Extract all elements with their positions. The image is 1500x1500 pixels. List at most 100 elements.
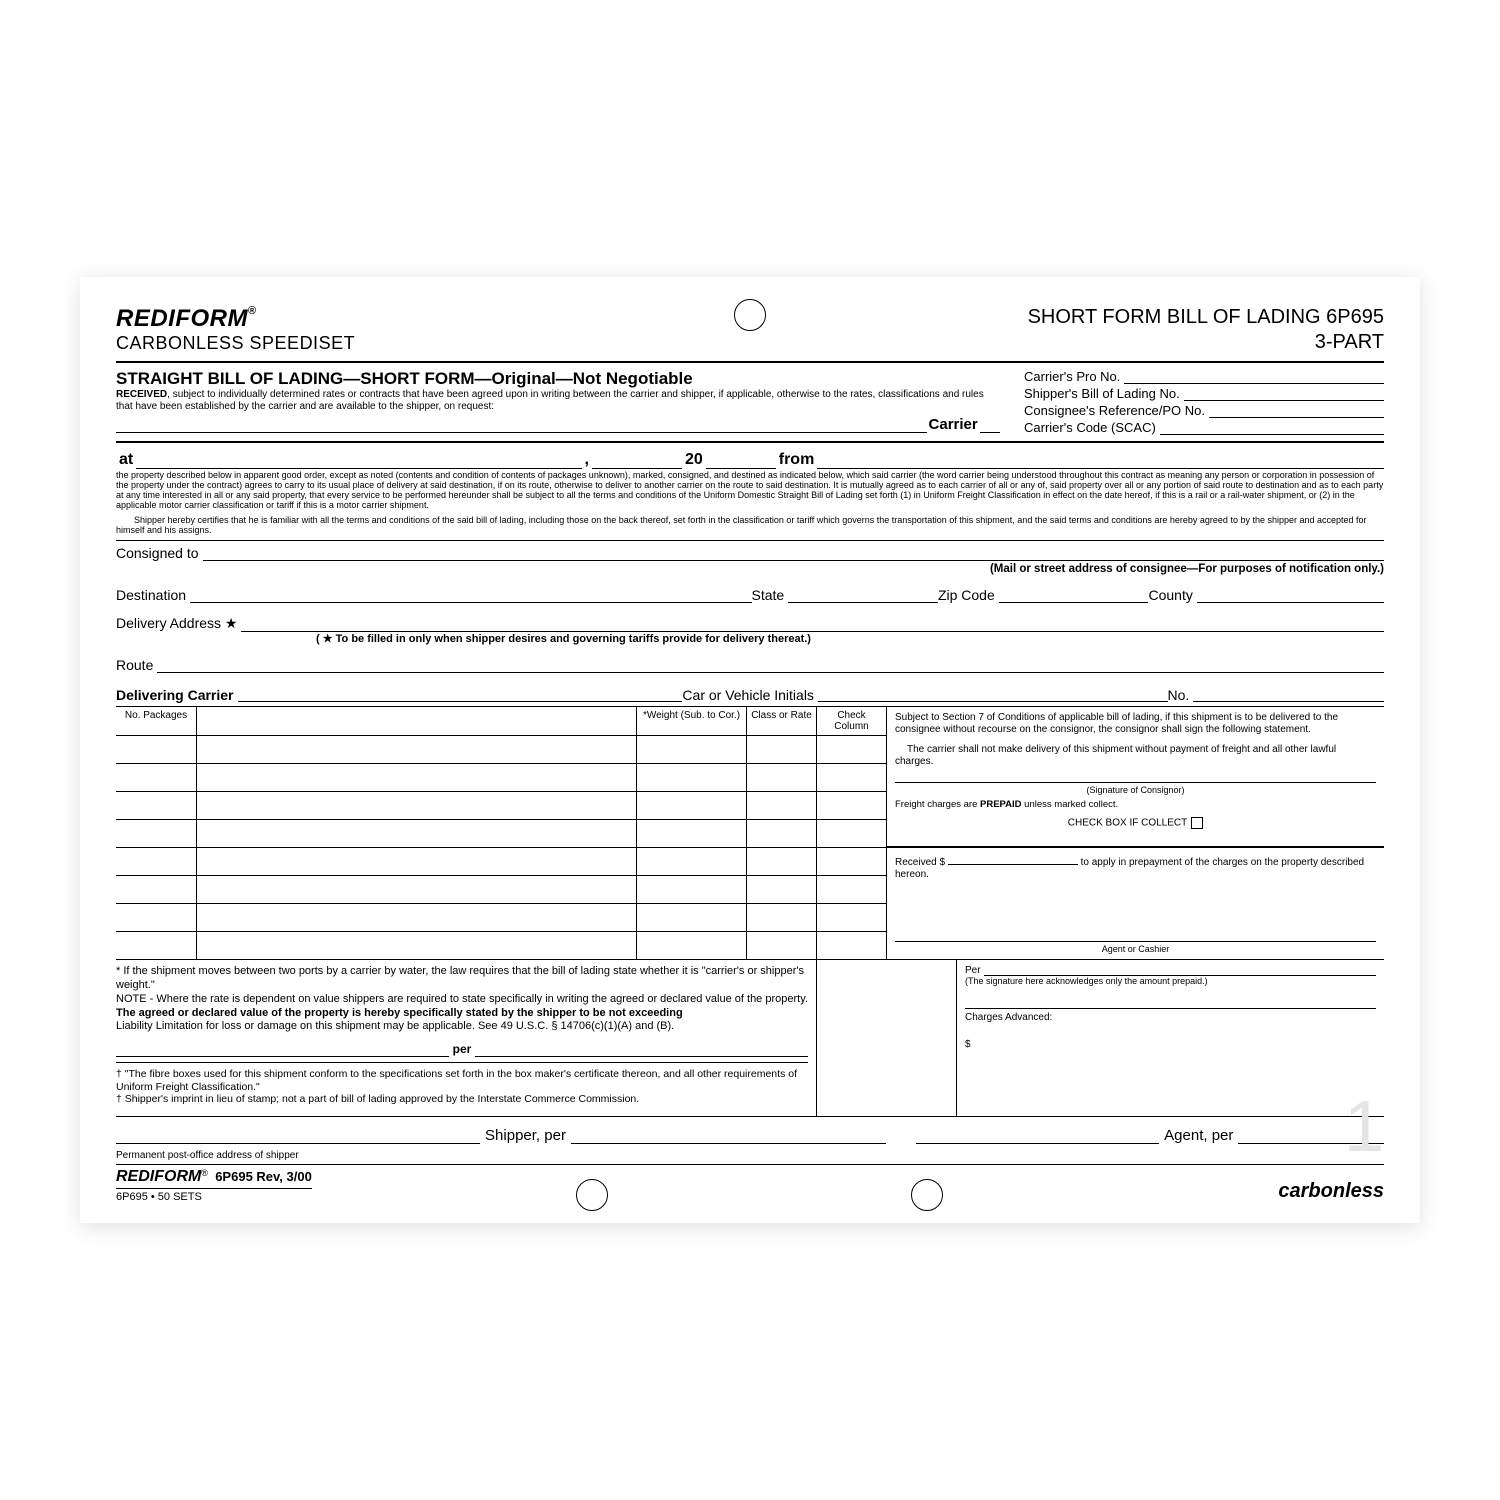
agent-input[interactable] xyxy=(916,1129,1159,1144)
table-cell[interactable] xyxy=(116,848,196,876)
consigned-row: Consigned to xyxy=(116,545,1384,561)
year-input[interactable] xyxy=(706,454,776,469)
received-box: Received $ to apply in prepayment of the… xyxy=(886,848,1384,960)
date-input[interactable] xyxy=(592,454,682,469)
table-cell[interactable] xyxy=(816,932,886,960)
consigned-input[interactable] xyxy=(203,546,1384,561)
table-cell[interactable] xyxy=(746,904,816,932)
th-weight: *Weight (Sub. to Cor.) xyxy=(636,707,746,736)
table-cell[interactable] xyxy=(816,764,886,792)
consignor-signature-line[interactable]: (Signature of Consignor) xyxy=(895,782,1376,796)
table-cell[interactable] xyxy=(196,904,636,932)
table-cell[interactable] xyxy=(636,792,746,820)
carrier-row: Carrier xyxy=(116,416,1000,433)
table-cell[interactable] xyxy=(816,736,886,764)
comma: , xyxy=(582,451,592,469)
table-cell[interactable] xyxy=(746,736,816,764)
table-cell[interactable] xyxy=(116,904,196,932)
carrier-label: Carrier xyxy=(927,416,980,433)
destination-input[interactable] xyxy=(190,588,751,603)
footer-code: 6P695 Rev, 3/00 xyxy=(215,1169,312,1184)
form-title: STRAIGHT BILL OF LADING—SHORT FORM—Origi… xyxy=(116,369,1000,389)
table-cell[interactable] xyxy=(116,792,196,820)
delivering-input[interactable] xyxy=(238,687,683,702)
notes-column: * If the shipment moves between two port… xyxy=(116,960,816,1116)
table-cell[interactable] xyxy=(746,792,816,820)
table-cell[interactable] xyxy=(116,932,196,960)
table-cell[interactable] xyxy=(816,848,886,876)
table-cell[interactable] xyxy=(196,848,636,876)
po-no-input[interactable] xyxy=(1209,403,1384,418)
table-cell[interactable] xyxy=(196,820,636,848)
star-note: * If the shipment moves between two port… xyxy=(116,965,808,993)
received-amount-input[interactable] xyxy=(948,853,1078,865)
delivery-input[interactable] xyxy=(241,617,1384,632)
bill-of-lading-form: 1 REDIFORM® CARBONLESS SPEEDISET SHORT F… xyxy=(80,277,1420,1223)
table-cell[interactable] xyxy=(816,792,886,820)
table-cell[interactable] xyxy=(636,848,746,876)
header-left: REDIFORM® CARBONLESS SPEEDISET xyxy=(116,305,355,354)
table-cell[interactable] xyxy=(746,876,816,904)
table-cell[interactable] xyxy=(816,820,886,848)
no-delivery-text: The carrier shall not make delivery of t… xyxy=(895,744,1376,768)
from-label: from xyxy=(776,451,818,469)
bol-no-input[interactable] xyxy=(1184,386,1384,401)
legal-paragraph-2: Shipper hereby certifies that he is fami… xyxy=(116,516,1384,536)
table-cell[interactable] xyxy=(746,932,816,960)
table-cell[interactable] xyxy=(196,764,636,792)
header-right: SHORT FORM BILL OF LADING 6P695 3-PART xyxy=(1028,305,1384,355)
legal-paragraph-1: the property described below in apparent… xyxy=(116,471,1384,511)
table-cell[interactable] xyxy=(116,820,196,848)
table-cell[interactable] xyxy=(196,876,636,904)
per-sig-input[interactable] xyxy=(984,964,1376,976)
state-input[interactable] xyxy=(788,588,938,603)
table-cell[interactable] xyxy=(116,764,196,792)
scac-input[interactable] xyxy=(1160,420,1384,435)
table-cell[interactable] xyxy=(196,736,636,764)
zip-label: Zip Code xyxy=(938,587,999,603)
reference-numbers: Carrier's Pro No. Shipper's Bill of Ladi… xyxy=(1024,369,1384,437)
car-no-input[interactable] xyxy=(1193,687,1384,702)
collect-checkbox[interactable] xyxy=(1191,817,1203,829)
shipper-per-input[interactable] xyxy=(571,1129,887,1144)
bol-no-label: Shipper's Bill of Lading No. xyxy=(1024,386,1180,401)
county-input[interactable] xyxy=(1197,588,1384,603)
table-cell[interactable] xyxy=(746,820,816,848)
table-cell[interactable] xyxy=(636,820,746,848)
route-input[interactable] xyxy=(157,658,1384,673)
table-cell[interactable] xyxy=(196,792,636,820)
at-input[interactable] xyxy=(136,454,581,469)
route-label: Route xyxy=(116,657,157,673)
table-cell[interactable] xyxy=(816,904,886,932)
table-cell[interactable] xyxy=(746,764,816,792)
th-check: Check Column xyxy=(816,707,886,736)
table-cell[interactable] xyxy=(636,904,746,932)
delivery-label: Delivery Address ★ xyxy=(116,615,241,632)
value-input[interactable] xyxy=(116,1044,449,1057)
punch-hole-top xyxy=(734,299,766,331)
section7-box: Subject to Section 7 of Conditions of ap… xyxy=(886,707,1384,848)
footer: REDIFORM® 6P695 Rev, 3/00 6P695 • 50 SET… xyxy=(116,1168,1384,1203)
dollar-label: $ xyxy=(965,1039,971,1050)
pro-no-input[interactable] xyxy=(1124,369,1384,384)
car-initials-input[interactable] xyxy=(818,687,1168,702)
zip-input[interactable] xyxy=(999,588,1149,603)
table-cell[interactable] xyxy=(746,848,816,876)
prepaid-text: Freight charges are PREPAID unless marke… xyxy=(895,799,1376,810)
table-cell[interactable] xyxy=(116,736,196,764)
shipper-input[interactable] xyxy=(116,1129,480,1144)
shipper-per-label: Shipper, per xyxy=(480,1127,571,1144)
per-unit-input[interactable] xyxy=(475,1044,808,1057)
table-cell[interactable] xyxy=(116,876,196,904)
century-label: 20 xyxy=(682,451,706,469)
agent-cashier-line[interactable]: Agent or Cashier xyxy=(895,941,1376,955)
from-input[interactable] xyxy=(817,454,1384,469)
table-cell[interactable] xyxy=(636,876,746,904)
table-cell[interactable] xyxy=(636,932,746,960)
th-class: Class or Rate xyxy=(746,707,816,736)
table-cell[interactable] xyxy=(636,764,746,792)
footer-carbonless: carbonless xyxy=(1278,1180,1384,1203)
table-cell[interactable] xyxy=(196,932,636,960)
table-cell[interactable] xyxy=(816,876,886,904)
table-cell[interactable] xyxy=(636,736,746,764)
